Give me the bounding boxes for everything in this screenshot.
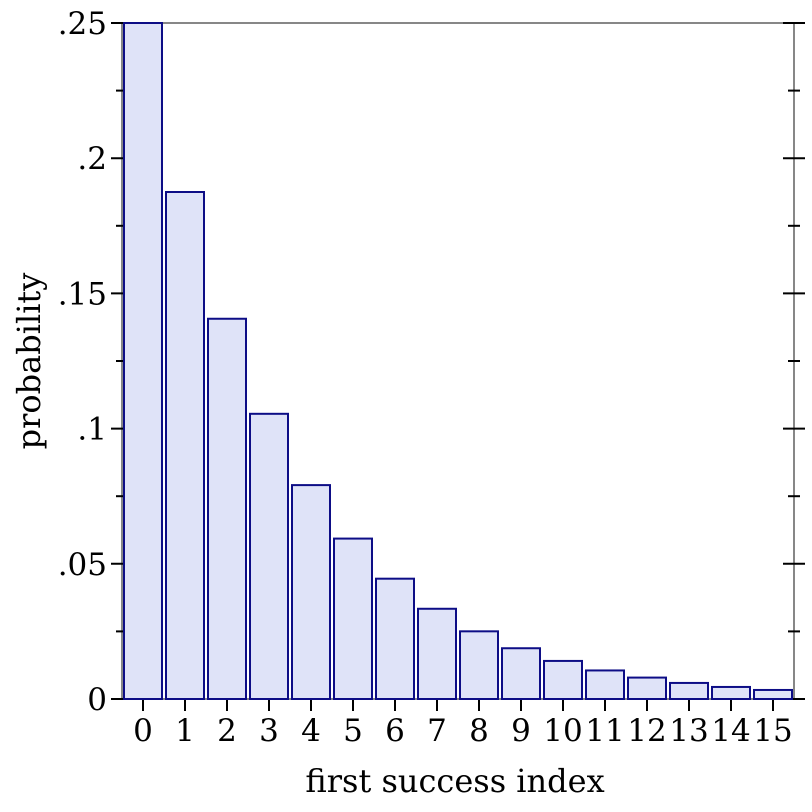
- bar: [669, 681, 709, 700]
- y-tick-label: .15: [58, 276, 107, 312]
- x-tick-label: 6: [385, 713, 405, 749]
- bar: [249, 412, 289, 700]
- x-tick-label: 10: [543, 713, 582, 749]
- bar: [375, 577, 415, 701]
- bar: [165, 191, 205, 700]
- y-tick-label: .1: [77, 412, 107, 448]
- y-tick-label: .2: [77, 141, 107, 177]
- bar: [417, 607, 457, 701]
- x-tick-label: 13: [669, 713, 708, 749]
- x-axis-label: first success index: [305, 762, 604, 800]
- bar: [291, 484, 331, 700]
- x-tick-label: 4: [301, 713, 321, 749]
- bars-group: [123, 22, 793, 701]
- bar: [501, 647, 541, 701]
- bar: [627, 676, 667, 701]
- x-axis-ticks: 0 1 2 3 4 5 6 7 8 9 10 11 12 13 14 15: [133, 699, 793, 749]
- x-tick-label: 5: [343, 713, 363, 749]
- x-tick-label: 8: [469, 713, 489, 749]
- bar: [123, 22, 163, 700]
- x-tick-label: 15: [753, 713, 792, 749]
- y-tick-label: 0: [87, 682, 107, 718]
- x-tick-label: 14: [711, 713, 750, 749]
- y-tick-label: .05: [58, 547, 107, 583]
- x-tick-label: 12: [627, 713, 666, 749]
- x-tick-label: 1: [175, 713, 195, 749]
- x-tick-label: 11: [585, 713, 624, 749]
- x-tick-label: 0: [133, 713, 153, 749]
- x-tick-label: 3: [259, 713, 279, 749]
- bar: [711, 685, 751, 700]
- bar: [543, 659, 583, 701]
- y-axis-label: probability: [10, 273, 48, 450]
- bar: [753, 688, 793, 701]
- x-tick-label: 9: [511, 713, 531, 749]
- bar: [207, 317, 247, 700]
- y-axis-ticks: 0 .05 .1 .15 .2 .25: [58, 6, 805, 718]
- bar: [333, 537, 373, 701]
- bar: [585, 669, 625, 701]
- y-tick-label: .25: [58, 6, 107, 42]
- bar: [459, 630, 499, 700]
- x-tick-label: 2: [217, 713, 237, 749]
- x-tick-label: 7: [427, 713, 447, 749]
